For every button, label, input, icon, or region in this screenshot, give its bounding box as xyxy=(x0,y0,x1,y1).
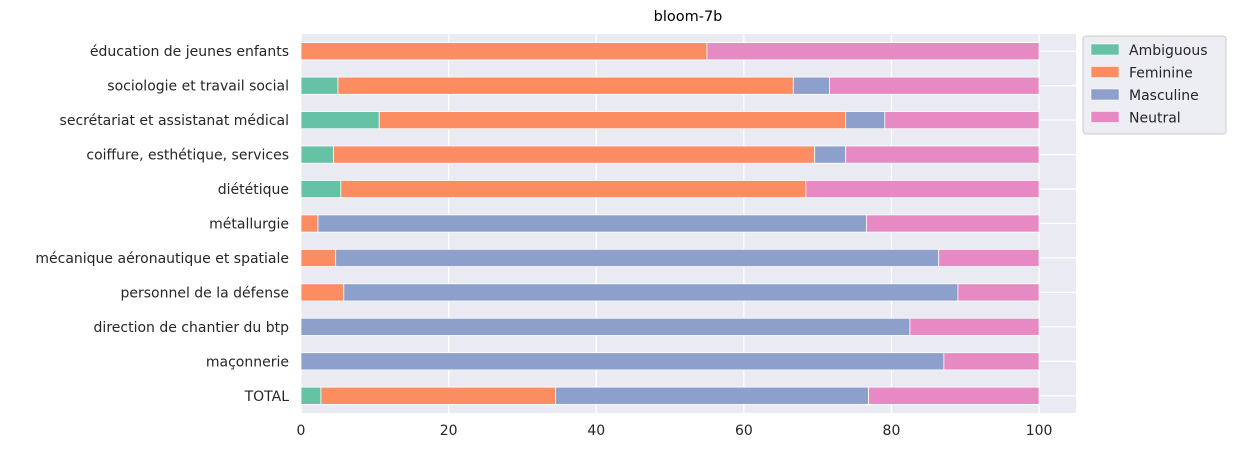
y-tick-label: personnel de la défense xyxy=(120,285,289,301)
bar-masculine xyxy=(300,352,945,371)
bar-masculine xyxy=(335,248,940,267)
bar-ambiguous xyxy=(300,145,334,164)
y-tick-label: diététique xyxy=(218,182,289,198)
x-tick-labels: 0 20 40 60 80 100 xyxy=(297,423,1053,439)
bar-masculine xyxy=(317,214,867,233)
y-tick-label: secrétariat et assistanat médical xyxy=(60,113,289,129)
bar-masculine xyxy=(792,76,830,95)
bar-neutral xyxy=(909,317,1040,336)
bar-ambiguous xyxy=(300,111,380,130)
bar-ambiguous xyxy=(300,386,322,405)
bar-masculine xyxy=(555,386,869,405)
bar-neutral xyxy=(868,386,1040,405)
y-tick-label: éducation de jeunes enfants xyxy=(90,44,289,60)
x-tick-label: 80 xyxy=(883,423,901,439)
legend-swatch-feminine xyxy=(1090,66,1120,78)
bar-ambiguous xyxy=(300,180,342,199)
y-tick-label: maçonnerie xyxy=(206,354,289,370)
bar-feminine xyxy=(337,76,794,95)
bar-neutral xyxy=(884,111,1040,130)
legend: Ambiguous Feminine Masculine Neutral xyxy=(1082,35,1227,135)
x-tick-label: 0 xyxy=(297,423,306,439)
bar-masculine xyxy=(343,283,959,302)
legend-swatch-masculine xyxy=(1090,88,1120,101)
bar-ambiguous xyxy=(300,76,339,95)
bar-neutral xyxy=(706,42,1040,61)
bar-neutral xyxy=(943,352,1040,371)
bar-neutral xyxy=(865,214,1040,233)
legend-label: Ambiguous xyxy=(1129,43,1207,59)
chart-title: bloom-7b xyxy=(654,9,723,25)
bar-feminine xyxy=(333,145,816,164)
x-tick-label: 40 xyxy=(587,423,605,439)
y-tick-label: coiffure, esthétique, services xyxy=(86,148,289,164)
y-tick-label: métallurgie xyxy=(209,217,289,233)
legend-label: Neutral xyxy=(1129,111,1181,127)
bar-neutral xyxy=(805,180,1040,199)
x-tick-label: 100 xyxy=(1026,423,1053,439)
bar-feminine xyxy=(378,111,847,130)
bar-neutral xyxy=(957,283,1040,302)
bar-neutral xyxy=(829,76,1040,95)
y-tick-label: mécanique aéronautique et spatiale xyxy=(35,251,289,267)
legend-swatch-ambiguous xyxy=(1090,43,1120,56)
bar-feminine xyxy=(320,386,557,405)
bar-masculine xyxy=(845,111,886,130)
bar-masculine xyxy=(300,317,911,336)
bar-masculine xyxy=(814,145,847,164)
bars xyxy=(300,42,1040,405)
bar-neutral xyxy=(938,248,1040,267)
bar-feminine xyxy=(300,248,337,267)
bar-feminine xyxy=(300,214,319,233)
y-tick-labels: éducation de jeunes enfants sociologie et… xyxy=(35,44,289,405)
legend-box xyxy=(1082,35,1227,135)
legend-label: Masculine xyxy=(1129,88,1199,104)
x-tick-label: 20 xyxy=(440,423,458,439)
x-tick-label: 60 xyxy=(735,423,753,439)
y-tick-label: TOTAL xyxy=(244,389,290,405)
legend-label: Feminine xyxy=(1129,66,1193,82)
bar-feminine xyxy=(300,42,708,61)
bar-neutral xyxy=(845,145,1040,164)
legend-swatch-neutral xyxy=(1090,111,1120,123)
bar-feminine xyxy=(300,283,345,302)
y-tick-label: direction de chantier du btp xyxy=(94,320,290,336)
y-tick-label: sociologie et travail social xyxy=(107,79,289,95)
bar-feminine xyxy=(340,180,807,199)
